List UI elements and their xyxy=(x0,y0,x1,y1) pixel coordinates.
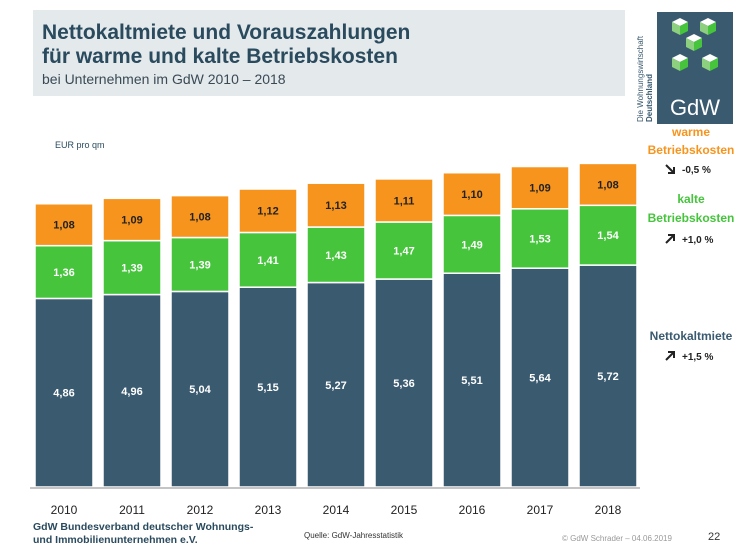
bar-kalt xyxy=(238,231,298,288)
x-tick-label: 2014 xyxy=(323,503,350,517)
data-label: 4,96 xyxy=(121,386,142,398)
x-tick-label: 2018 xyxy=(595,503,622,517)
arrow-up-right-icon xyxy=(665,351,675,361)
bar-netto xyxy=(374,278,434,488)
page-subtitle: bei Unternehmen im GdW 2010 – 2018 xyxy=(42,71,286,87)
bar-netto xyxy=(34,297,94,488)
bar-warm xyxy=(442,171,502,217)
legend-netto: Nettokaltmiete xyxy=(650,329,733,343)
bar-kalt xyxy=(510,208,570,269)
data-label: 1,13 xyxy=(325,200,346,212)
data-label: 5,15 xyxy=(257,382,278,394)
x-tick-label: 2015 xyxy=(391,503,418,517)
data-label: 1,41 xyxy=(257,255,278,267)
data-label: 1,39 xyxy=(121,263,142,275)
data-label: 1,39 xyxy=(189,259,210,271)
title-banner: Nettokaltmiete und Vorauszahlungen für w… xyxy=(33,10,625,96)
data-label: 1,12 xyxy=(257,206,278,218)
x-tick-label: 2017 xyxy=(527,503,554,517)
data-label: 1,08 xyxy=(189,212,210,224)
arrow-up-right-icon xyxy=(665,234,675,244)
data-label: 1,53 xyxy=(529,233,550,245)
logo-tagline-1: Die Wohnungswirtschaft xyxy=(636,35,645,122)
bars-group: 4,86 1,36 1,08 4,96 1,39 1,09 5,04 1,39 1,08 5,15… xyxy=(34,162,638,488)
data-label: 1,54 xyxy=(597,230,619,242)
bar-kalt xyxy=(578,204,638,266)
x-tick-label: 2012 xyxy=(187,503,214,517)
data-label: 1,11 xyxy=(394,195,415,207)
bar-netto xyxy=(442,272,502,488)
bar-warm xyxy=(34,203,94,247)
x-tick-label: 2011 xyxy=(119,503,145,517)
bar-kalt xyxy=(170,236,230,293)
data-label: 1,43 xyxy=(325,250,346,262)
data-label: 1,09 xyxy=(121,214,142,226)
footer-org-line-1: GdW Bundesverband deutscher Wohnungs- xyxy=(33,521,254,533)
bar-netto xyxy=(578,264,638,488)
legend-warm-line-2: Betriebskosten xyxy=(648,143,735,157)
logo-text: GdW xyxy=(670,95,720,120)
legend: warme Betriebskosten -0,5 % kalte Betrie… xyxy=(648,125,735,363)
bar-warm xyxy=(102,197,162,242)
data-label: 4,86 xyxy=(53,388,74,400)
bar-warm xyxy=(238,188,298,234)
bar-kalt xyxy=(306,226,366,284)
data-label: 5,64 xyxy=(529,373,551,385)
footer-copyright: © GdW Schrader – 04.06.2019 xyxy=(562,534,672,543)
legend-kalt-line-2: Betriebskosten xyxy=(648,211,735,225)
bar-warm xyxy=(306,182,366,228)
x-tick-label: 2010 xyxy=(51,503,78,517)
data-label: 1,36 xyxy=(53,267,74,279)
logo-panel xyxy=(657,12,733,124)
bar-netto xyxy=(510,267,570,488)
y-axis-label: EUR pro qm xyxy=(55,140,105,150)
data-label: 1,08 xyxy=(53,220,74,232)
x-tick-label: 2016 xyxy=(459,503,486,517)
title-line-1: Nettokaltmiete und Vorauszahlungen xyxy=(42,21,411,44)
bar-warm xyxy=(170,194,230,239)
footer-source: Quelle: GdW-Jahresstatistik xyxy=(304,531,403,540)
bar-netto xyxy=(170,290,230,488)
data-label: 1,10 xyxy=(461,189,482,201)
logo-cubes-icon xyxy=(672,18,718,71)
trend-netto: +1,5 % xyxy=(682,352,714,363)
trend-kalt: +1,0 % xyxy=(682,235,714,246)
bar-warm xyxy=(510,165,570,210)
bar-kalt xyxy=(34,244,94,300)
data-label: 5,04 xyxy=(189,384,211,396)
bar-netto xyxy=(238,286,298,488)
page-number: 22 xyxy=(708,531,721,543)
bar-netto xyxy=(102,293,162,488)
data-label: 1,08 xyxy=(597,179,618,191)
bar-kalt xyxy=(102,239,162,296)
title-line-2: für warme und kalte Betriebskosten xyxy=(42,45,398,68)
data-label: 1,49 xyxy=(461,239,482,251)
data-label: 5,27 xyxy=(325,380,346,392)
footer-organization: GdW Bundesverband deutscher Wohnungs- un… xyxy=(33,521,283,547)
bar-kalt xyxy=(442,214,502,274)
logo-tagline-2: Deutschland xyxy=(645,74,654,122)
data-label: 5,51 xyxy=(461,375,482,387)
gdw-logo: Die Wohnungswirtschaft Deutschland xyxy=(636,12,733,124)
bar-warm xyxy=(578,162,638,207)
bar-kalt xyxy=(374,221,434,280)
x-tick-label: 2013 xyxy=(255,503,282,517)
page-title: Nettokaltmiete und Vorauszahlungen für w… xyxy=(42,21,410,69)
bar-warm xyxy=(374,178,434,223)
arrow-down-right-icon xyxy=(665,164,675,174)
legend-kalt-line-1: kalte xyxy=(677,192,705,206)
trend-warm: -0,5 % xyxy=(682,165,711,176)
footer-org-line-2: und Immobilienunternehmen e.V. xyxy=(33,534,198,546)
x-tick-labels-group: 2010 2011 2012 2013 2014 2015 2016 2017 2018 xyxy=(51,503,622,517)
data-label: 1,47 xyxy=(393,246,414,258)
bar-netto xyxy=(306,281,366,488)
legend-warm-line-1: warme xyxy=(671,125,710,139)
data-label: 1,09 xyxy=(529,183,550,195)
data-label: 5,36 xyxy=(393,378,414,390)
data-label: 5,72 xyxy=(597,371,618,383)
